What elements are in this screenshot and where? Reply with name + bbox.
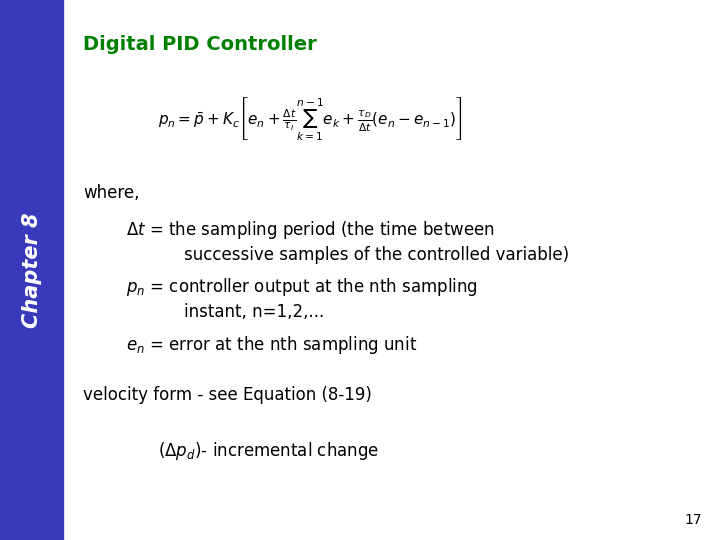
Text: instant, n=1,2,...: instant, n=1,2,... [184, 303, 324, 321]
Text: ($\Delta p_d$)- incremental change: ($\Delta p_d$)- incremental change [158, 440, 379, 462]
Bar [0, 0, 63, 540]
Text: $p_n$ = controller output at the nth sampling: $p_n$ = controller output at the nth sam… [126, 276, 478, 299]
Text: $e_n$ = error at the nth sampling unit: $e_n$ = error at the nth sampling unit [126, 334, 418, 356]
Text: successive samples of the controlled variable): successive samples of the controlled var… [184, 246, 569, 264]
Text: where,: where, [83, 184, 139, 201]
Text: $\Delta t$ = the sampling period (the time between: $\Delta t$ = the sampling period (the ti… [126, 219, 495, 241]
Text: Digital PID Controller: Digital PID Controller [83, 35, 317, 54]
Text: $p_n = \bar{p} + K_c \left[ e_n + \frac{\Delta t}{\tau_I} \sum_{k=1}^{n-1} e_k +: $p_n = \bar{p} + K_c \left[ e_n + \frac{… [158, 94, 463, 141]
Text: 17: 17 [685, 512, 702, 526]
Text: Chapter 8: Chapter 8 [22, 212, 42, 328]
Text: velocity form - see Equation (8-19): velocity form - see Equation (8-19) [83, 386, 372, 404]
